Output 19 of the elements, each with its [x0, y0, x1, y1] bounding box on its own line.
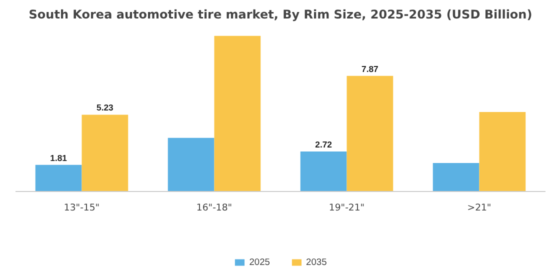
x-tick-label: >21" — [467, 202, 492, 214]
bar — [346, 76, 394, 192]
bar — [479, 112, 526, 192]
bar — [300, 152, 347, 192]
bar — [168, 138, 214, 192]
bar — [432, 163, 480, 192]
data-label: 7.87 — [362, 64, 379, 74]
bar — [82, 114, 128, 192]
bar — [35, 164, 82, 192]
x-tick-label: 19"-21" — [328, 202, 365, 214]
legend-label: 2035 — [306, 256, 327, 266]
bar — [214, 36, 261, 192]
x-tick-label: 16"-18" — [196, 202, 232, 214]
data-label: 5.23 — [96, 102, 114, 113]
data-label: 2.72 — [315, 140, 332, 150]
legend-label: 2025 — [249, 256, 270, 266]
x-tick-label: 13"-15" — [64, 202, 100, 214]
data-label: 1.81 — [50, 152, 68, 163]
chart-title: South Korea automotive tire market, By Rim Size, 2025-2035 (USD Billion) — [28, 8, 532, 22]
